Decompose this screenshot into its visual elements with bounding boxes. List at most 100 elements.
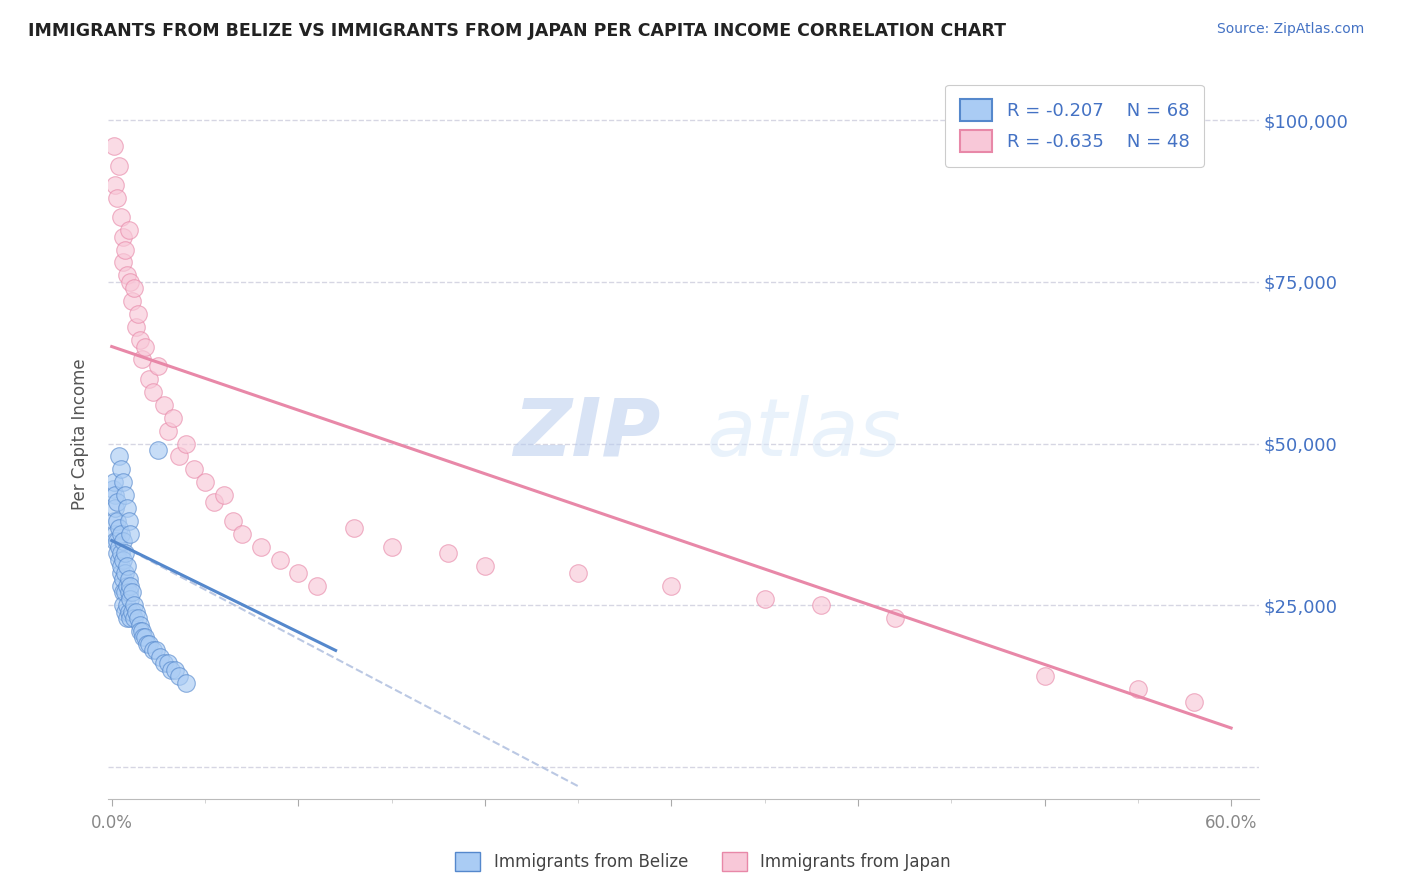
Point	[104, 488, 127, 502]
Point	[132, 631, 155, 645]
Point	[110, 527, 132, 541]
Point	[111, 553, 134, 567]
Point	[167, 669, 190, 683]
Point	[104, 533, 127, 548]
Point	[110, 566, 132, 580]
Point	[122, 598, 145, 612]
Point	[101, 482, 124, 496]
Point	[127, 307, 149, 321]
Point	[122, 611, 145, 625]
Point	[105, 191, 128, 205]
Point	[122, 281, 145, 295]
Point	[115, 611, 138, 625]
Point	[474, 559, 496, 574]
Point	[114, 243, 136, 257]
Point	[810, 598, 832, 612]
Point	[156, 424, 179, 438]
Point	[114, 585, 136, 599]
Point	[343, 520, 366, 534]
Point	[108, 540, 131, 554]
Point	[176, 436, 198, 450]
Point	[117, 585, 139, 599]
Point	[120, 579, 142, 593]
Point	[108, 520, 131, 534]
Point	[131, 352, 153, 367]
Point	[115, 268, 138, 283]
Point	[567, 566, 589, 580]
Point	[149, 649, 172, 664]
Point	[380, 540, 402, 554]
Point	[117, 223, 139, 237]
Point	[114, 566, 136, 580]
Point	[128, 624, 150, 638]
Point	[269, 553, 291, 567]
Point	[104, 527, 127, 541]
Point	[104, 501, 127, 516]
Point	[105, 546, 128, 560]
Point	[115, 579, 138, 593]
Point	[138, 637, 160, 651]
Legend: R = -0.207    N = 68, R = -0.635    N = 48: R = -0.207 N = 68, R = -0.635 N = 48	[945, 85, 1204, 167]
Point	[1033, 669, 1056, 683]
Point	[162, 410, 184, 425]
Point	[117, 605, 139, 619]
Point	[117, 572, 139, 586]
Point	[111, 572, 134, 586]
Point	[120, 611, 142, 625]
Point	[117, 514, 139, 528]
Point	[127, 611, 149, 625]
Point	[202, 494, 225, 508]
Point	[121, 294, 143, 309]
Point	[111, 533, 134, 548]
Point	[222, 514, 245, 528]
Point	[120, 275, 142, 289]
Point	[110, 559, 132, 574]
Point	[105, 494, 128, 508]
Text: atlas: atlas	[707, 395, 901, 473]
Point	[108, 159, 131, 173]
Point	[103, 514, 125, 528]
Point	[111, 255, 134, 269]
Point	[160, 663, 183, 677]
Text: ZIP: ZIP	[513, 395, 661, 473]
Point	[125, 320, 148, 334]
Point	[134, 631, 156, 645]
Point	[105, 514, 128, 528]
Point	[131, 624, 153, 638]
Point	[121, 585, 143, 599]
Point	[110, 211, 132, 225]
Point	[1126, 682, 1149, 697]
Point	[436, 546, 458, 560]
Point	[103, 139, 125, 153]
Point	[128, 333, 150, 347]
Legend: Immigrants from Belize, Immigrants from Japan: Immigrants from Belize, Immigrants from …	[447, 843, 959, 880]
Point	[148, 442, 170, 457]
Point	[153, 398, 176, 412]
Point	[212, 488, 235, 502]
Point	[165, 663, 187, 677]
Point	[884, 611, 907, 625]
Point	[183, 462, 205, 476]
Point	[120, 527, 142, 541]
Point	[108, 450, 131, 464]
Point	[194, 475, 217, 490]
Point	[110, 462, 132, 476]
Point	[120, 591, 142, 606]
Point	[134, 339, 156, 353]
Point	[111, 598, 134, 612]
Point	[1182, 695, 1205, 709]
Point	[105, 533, 128, 548]
Text: Source: ZipAtlas.com: Source: ZipAtlas.com	[1216, 22, 1364, 37]
Y-axis label: Per Capita Income: Per Capita Income	[72, 358, 89, 509]
Point	[138, 372, 160, 386]
Point	[115, 559, 138, 574]
Point	[103, 475, 125, 490]
Point	[114, 488, 136, 502]
Point	[167, 450, 190, 464]
Point	[136, 637, 159, 651]
Point	[115, 501, 138, 516]
Point	[287, 566, 309, 580]
Point	[142, 643, 165, 657]
Point	[176, 675, 198, 690]
Point	[104, 178, 127, 192]
